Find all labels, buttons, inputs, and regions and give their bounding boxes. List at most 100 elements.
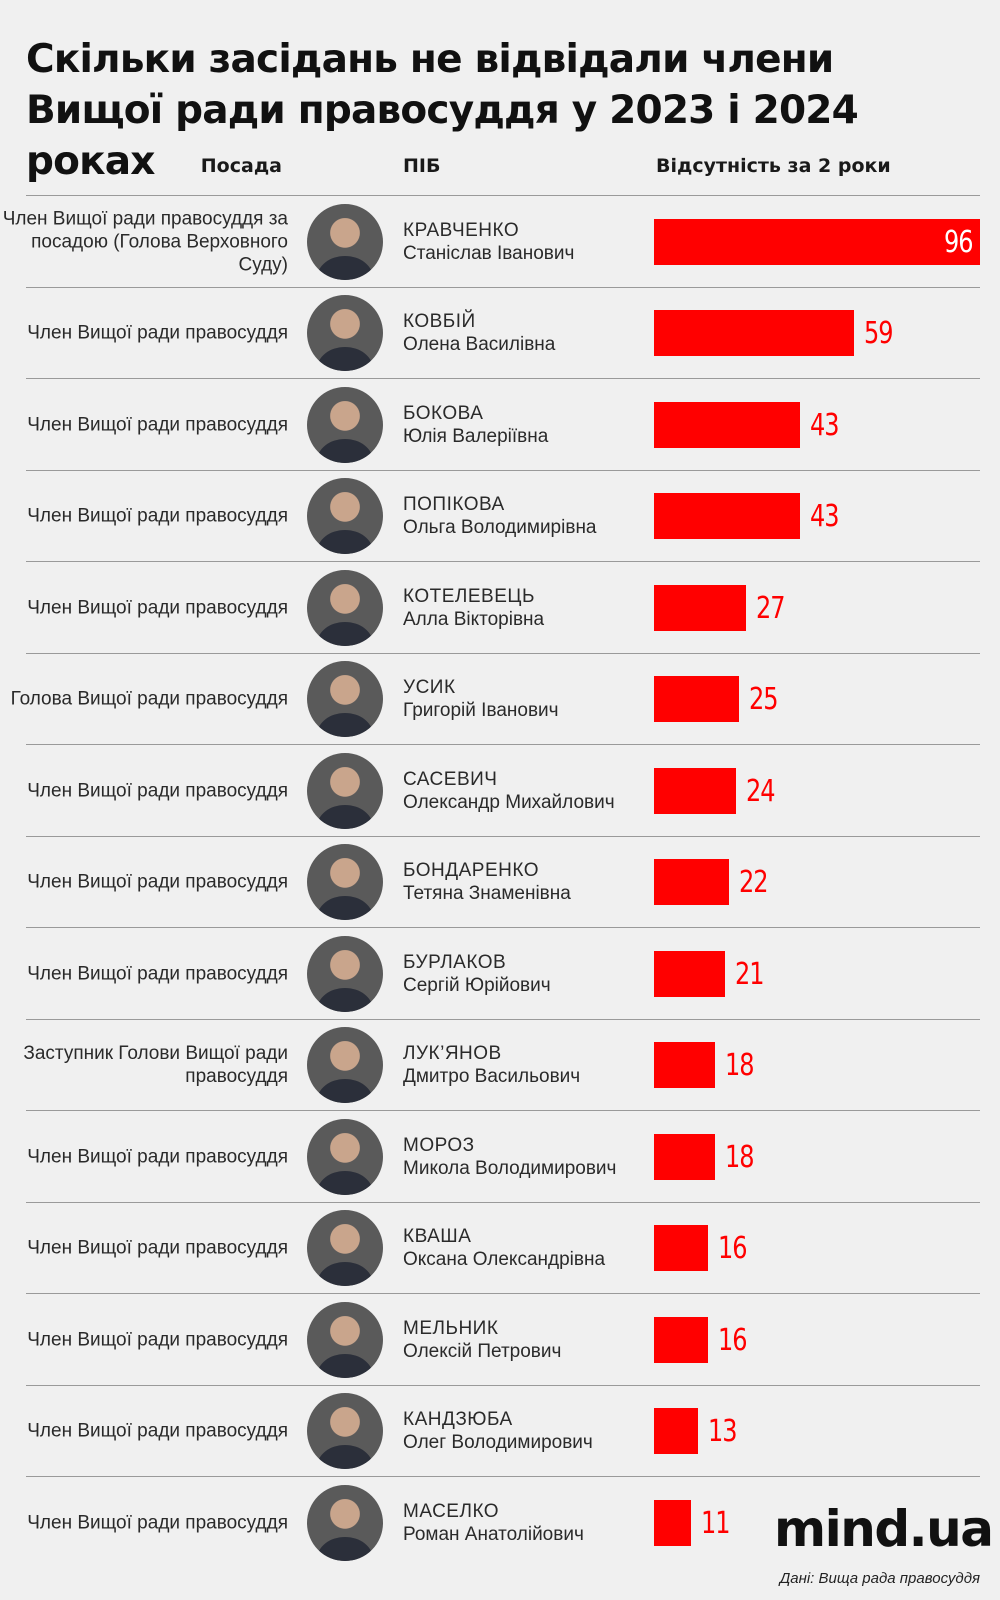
table-row: Член Вищої ради правосуддя МАСЕЛКО Роман А… xyxy=(0,1477,1000,1569)
given-name: Дмитро Васильович xyxy=(403,1066,581,1088)
bar xyxy=(654,310,854,357)
surname: ПОПІКОВА xyxy=(403,494,505,516)
avatar xyxy=(307,935,383,1012)
bar xyxy=(654,767,736,814)
position-label: Член Вищої ради правосуддя за посадою (Г… xyxy=(2,208,288,276)
data-label: 24 xyxy=(746,773,776,809)
table-row: Член Вищої ради правосуддя МОРОЗ Микола Во… xyxy=(0,1111,1000,1203)
avatar xyxy=(307,203,383,280)
row-divider xyxy=(26,286,980,288)
table-row: Член Вищої ради правосуддя БУРЛАКОВ Сергій… xyxy=(0,928,1000,1020)
surname: БУРЛАКОВ xyxy=(403,951,507,973)
table-row: Член Вищої ради правосуддя САСЕВИЧ Олексан… xyxy=(0,745,1000,837)
avatar-silhouette xyxy=(317,1170,373,1195)
row-divider xyxy=(26,652,980,654)
person-name: МЕЛЬНИК Олексій Петрович xyxy=(403,1317,561,1363)
given-name: Олег Володимирович xyxy=(403,1432,593,1454)
given-name: Юлія Валеріївна xyxy=(403,425,549,447)
surname: МОРОЗ xyxy=(403,1134,475,1156)
avatar xyxy=(307,295,383,372)
given-name: Сергій Юрійович xyxy=(403,974,551,996)
avatar-silhouette xyxy=(317,347,373,372)
person-name: МАСЕЛКО Роман Анатолійович xyxy=(403,1500,584,1546)
person-name: БОНДАРЕНКО Тетяна Знаменівна xyxy=(403,859,571,905)
avatar-silhouette xyxy=(317,1536,373,1561)
position-label: Член Вищої ради правосуддя xyxy=(27,963,288,985)
row-divider xyxy=(26,469,980,471)
row-divider xyxy=(26,1201,980,1203)
position-label: Член Вищої ради правосуддя xyxy=(27,1237,288,1259)
person-name: УСИК Григорій Іванович xyxy=(403,676,559,722)
avatar xyxy=(307,1393,383,1470)
bar xyxy=(654,1499,691,1546)
row-divider xyxy=(26,1110,980,1111)
column-header-position: Посада xyxy=(200,155,282,177)
table-row: Заступник Голови Вищої ради правосуддя ЛУ… xyxy=(0,1020,1000,1111)
row-divider xyxy=(26,835,980,837)
surname: САСЕВИЧ xyxy=(403,768,498,790)
person-name: КВАША Оксана Олександрівна xyxy=(403,1225,605,1271)
row-divider xyxy=(26,1018,980,1020)
header-divider xyxy=(26,195,980,196)
surname: КОТЕЛЕВЕЦЬ xyxy=(403,585,535,607)
person-name: КАНДЗЮБА Олег Володимирович xyxy=(403,1408,593,1454)
position-label: Заступник Голови Вищої ради правосуддя xyxy=(23,1043,288,1088)
bar xyxy=(654,401,800,448)
avatar-silhouette xyxy=(317,804,373,829)
given-name: Станіслав Іванович xyxy=(403,242,575,264)
row-divider xyxy=(26,927,980,928)
page-title: Скільки засідань не відвідали члени Вищо… xyxy=(26,37,859,184)
person-name: БУРЛАКОВ Сергій Юрійович xyxy=(403,951,551,997)
given-name: Тетяна Знаменівна xyxy=(403,883,571,905)
data-label: 59 xyxy=(864,315,894,351)
position-label: Член Вищої ради правосуддя xyxy=(27,414,288,436)
position-label: Член Вищої ради правосуддя xyxy=(27,505,288,527)
position-label: Голова Вищої ради правосуддя xyxy=(10,688,288,710)
avatar-silhouette xyxy=(317,530,373,555)
avatar xyxy=(307,1484,383,1561)
avatar-silhouette xyxy=(317,1262,373,1287)
table-row: Член Вищої ради правосуддя МЕЛЬНИК Олексій… xyxy=(0,1294,1000,1386)
person-name: КРАВЧЕНКО Станіслав Іванович xyxy=(403,219,574,265)
column-header-absence: Відсутність за 2 роки xyxy=(656,155,891,177)
surname: БОНДАРЕНКО xyxy=(403,860,539,882)
bar xyxy=(654,218,980,265)
given-name: Григорій Іванович xyxy=(403,700,559,722)
position-label: Член Вищої ради правосуддя xyxy=(27,597,288,619)
avatar-silhouette xyxy=(317,896,373,921)
avatar xyxy=(307,1210,383,1287)
avatar-silhouette xyxy=(317,621,373,646)
given-name: Роман Анатолійович xyxy=(403,1523,584,1545)
column-header-name: ПІБ xyxy=(403,155,441,177)
person-name: САСЕВИЧ Олександр Михайлович xyxy=(403,768,615,814)
table-row: Член Вищої ради правосуддя БОНДАРЕНКО Тетя… xyxy=(0,837,1000,928)
avatar xyxy=(307,478,383,555)
surname: УСИК xyxy=(403,677,456,699)
table-row: Член Вищої ради правосуддя БОКОВА Юлія Вал… xyxy=(0,379,1000,471)
data-label: 21 xyxy=(735,956,765,992)
data-label: 43 xyxy=(810,498,840,534)
data-label: 16 xyxy=(718,1322,748,1358)
data-label: 22 xyxy=(739,864,769,900)
bar xyxy=(654,1042,715,1089)
bar xyxy=(654,1225,708,1272)
bar-chart: Член Вищої ради правосуддя за посадою (Г… xyxy=(0,196,1000,1569)
avatar-silhouette xyxy=(317,987,373,1012)
avatar xyxy=(307,1027,383,1104)
given-name: Олександр Михайлович xyxy=(403,791,615,813)
mind-ua-logo: mind.ua xyxy=(774,1500,994,1558)
data-label: 27 xyxy=(756,590,786,626)
surname: КАНДЗЮБА xyxy=(403,1409,513,1431)
position-label: Член Вищої ради правосуддя xyxy=(27,871,288,893)
person-name: КОТЕЛЕВЕЦЬ Алла Вікторівна xyxy=(403,585,544,631)
surname: КРАВЧЕНКО xyxy=(403,219,520,241)
position-label: Член Вищої ради правосуддя xyxy=(27,1329,288,1351)
bar xyxy=(654,1133,715,1180)
given-name: Оксана Олександрівна xyxy=(403,1249,606,1271)
data-label: 96 xyxy=(944,224,974,260)
given-name: Алла Вікторівна xyxy=(403,608,545,630)
surname: ЛУК’ЯНОВ xyxy=(403,1043,502,1065)
avatar xyxy=(307,844,383,921)
table-row: Член Вищої ради правосуддя КАНДЗЮБА Олег В… xyxy=(0,1386,1000,1477)
bar xyxy=(654,584,746,631)
